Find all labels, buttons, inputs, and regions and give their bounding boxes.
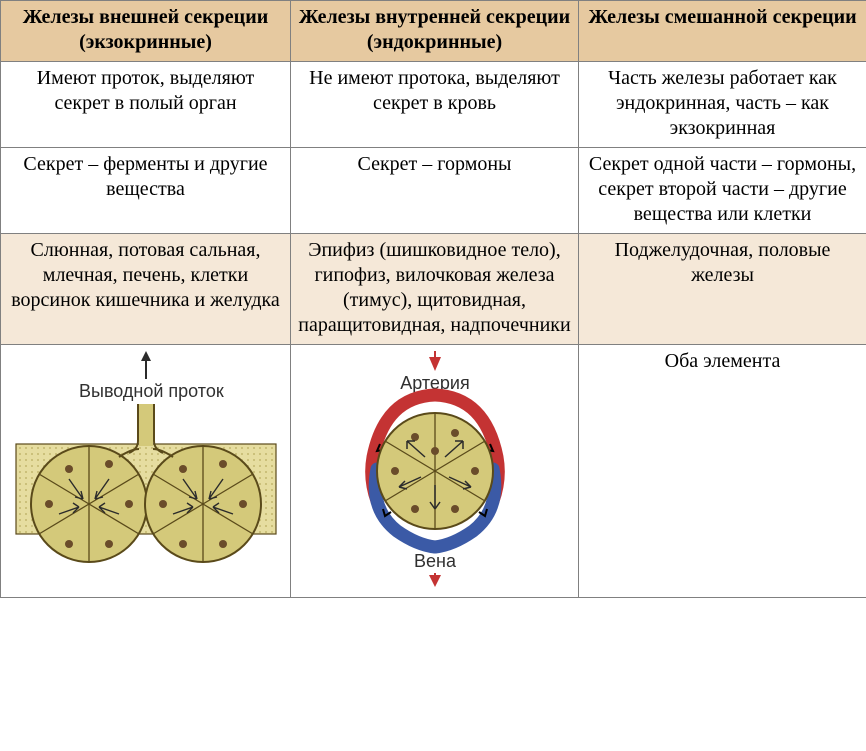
header-endocrine: Железы внутренней секреции(эндокринные) bbox=[291, 1, 579, 62]
exocrine-gland-diagram: Выводной проток bbox=[11, 349, 281, 579]
cell-mixed-secretion: Секрет одной части – гормоны, секрет вто… bbox=[579, 148, 866, 234]
row-diagrams: Выводной проток bbox=[1, 345, 866, 598]
header-exocrine: Железы внешней секреции(экзокринные) bbox=[1, 1, 291, 62]
cell-endocrine-diagram: Артерия bbox=[291, 345, 579, 598]
cell-endocrine-desc: Не имеют протока, выделяют секрет в кров… bbox=[291, 62, 579, 148]
endocrine-gland-diagram: Артерия bbox=[325, 349, 545, 589]
cell-endocrine-examples: Эпифиз (шишковидное тело), гипофиз, вило… bbox=[291, 234, 579, 345]
mixed-diagram-text: Оба элемента bbox=[583, 349, 862, 373]
row-secretion: Секрет – ферменты и другие вещества Секр… bbox=[1, 148, 866, 234]
cell-exocrine-secretion: Секрет – ферменты и другие вещества bbox=[1, 148, 291, 234]
row-description: Имеют проток, выделяют секрет в полый ор… bbox=[1, 62, 866, 148]
right-acinus bbox=[145, 446, 261, 562]
cell-mixed-examples: Поджелудочная, половые железы bbox=[579, 234, 866, 345]
gland-types-table: Железы внешней секреции(экзокринные) Жел… bbox=[0, 0, 866, 598]
cell-mixed-desc: Часть железы работает как эндокринная, ч… bbox=[579, 62, 866, 148]
left-acinus bbox=[31, 446, 147, 562]
cell-mixed-diagram: Оба элемента bbox=[579, 345, 866, 598]
cell-exocrine-desc: Имеют проток, выделяют секрет в полый ор… bbox=[1, 62, 291, 148]
header-mixed: Железы смешанной секреции bbox=[579, 1, 866, 62]
cell-exocrine-diagram: Выводной проток bbox=[1, 345, 291, 598]
svg-text:Выводной проток: Выводной проток bbox=[79, 381, 224, 401]
cell-endocrine-secretion: Секрет – гормоны bbox=[291, 148, 579, 234]
svg-text:Вена: Вена bbox=[414, 551, 457, 571]
cell-exocrine-examples: Слюнная, потовая сальная, млечная, печен… bbox=[1, 234, 291, 345]
row-examples: Слюнная, потовая сальная, млечная, печен… bbox=[1, 234, 866, 345]
header-row: Железы внешней секреции(экзокринные) Жел… bbox=[1, 1, 866, 62]
